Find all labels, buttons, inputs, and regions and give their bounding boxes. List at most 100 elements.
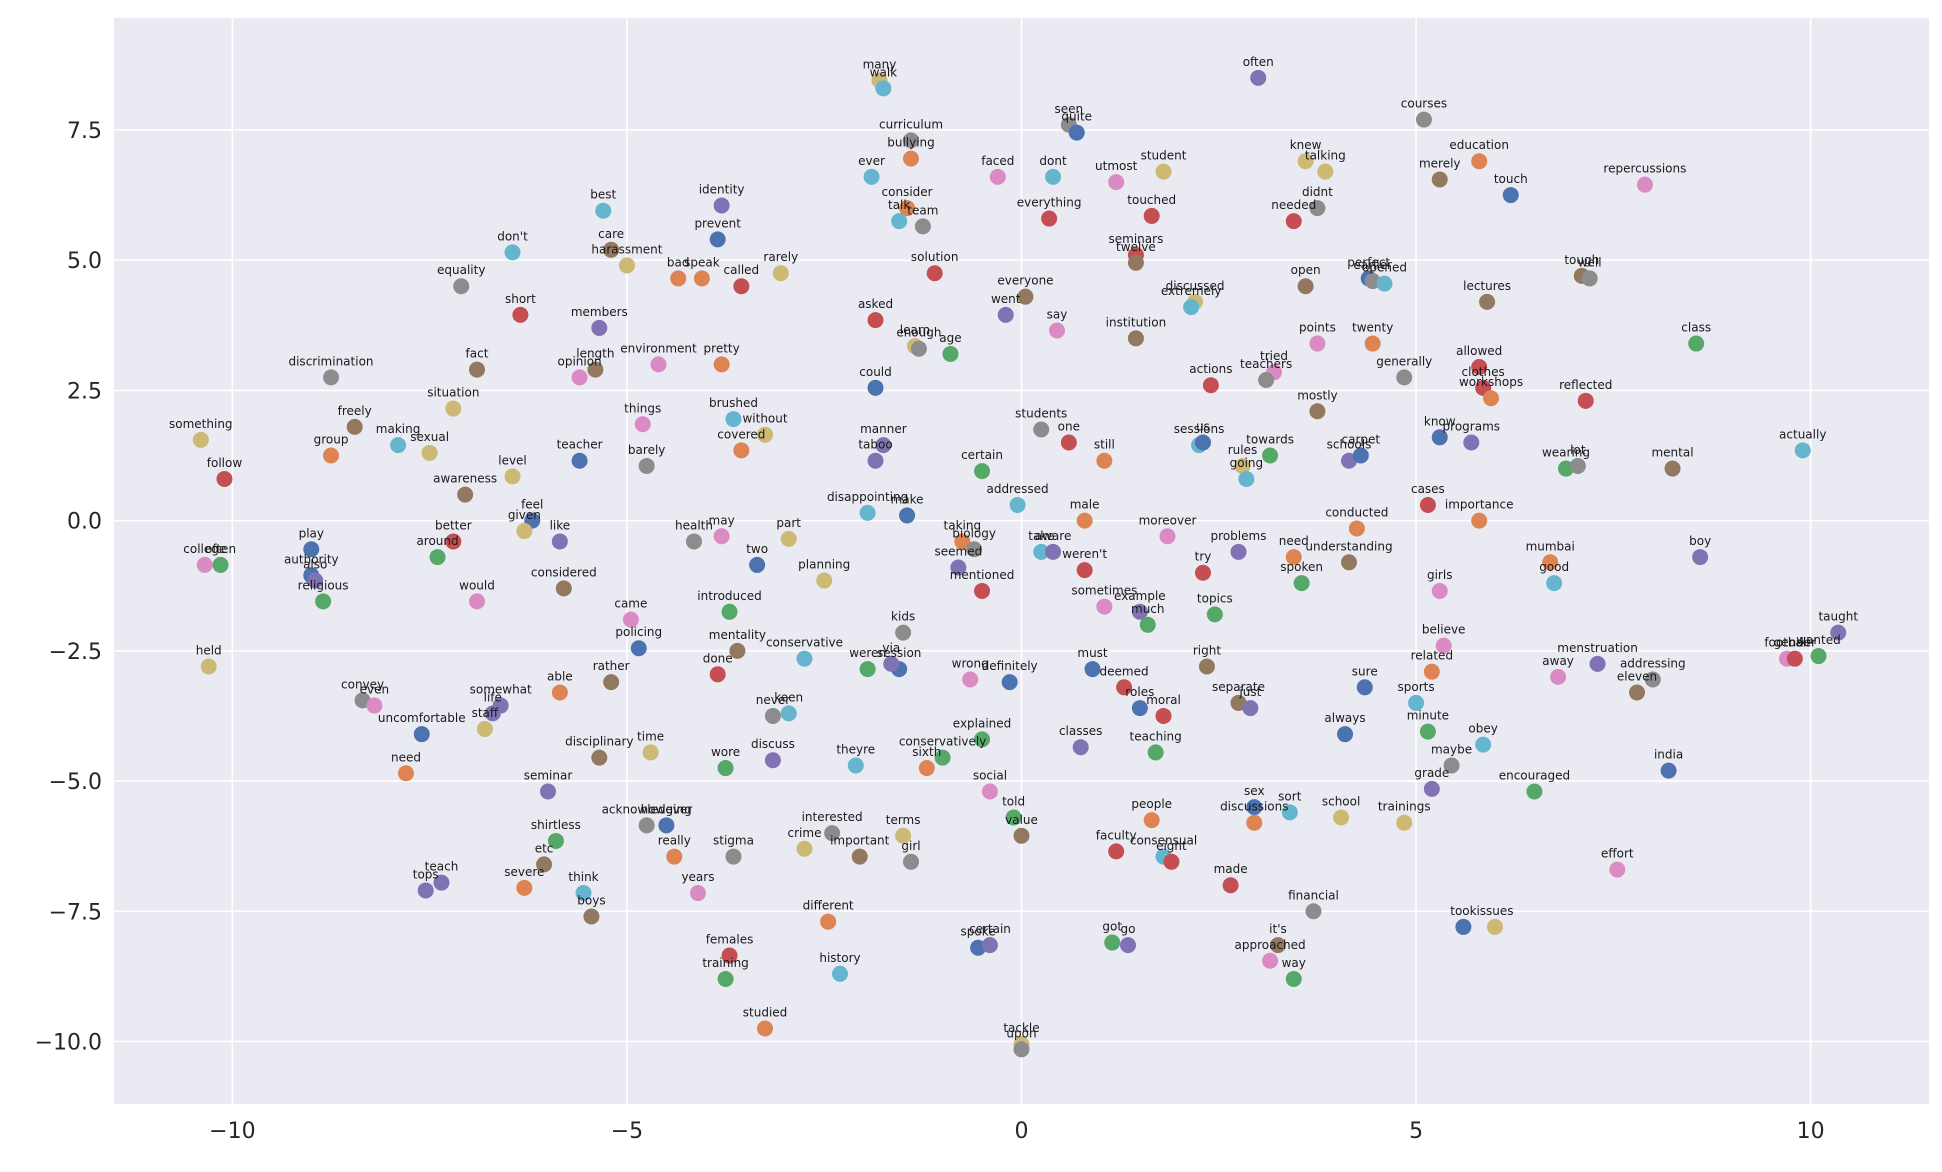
point-label: curriculum	[879, 117, 943, 131]
data-point	[1431, 582, 1448, 599]
point-label: theyre	[836, 742, 875, 756]
point-label: solution	[911, 250, 959, 264]
point-label: however	[641, 802, 693, 816]
data-point	[1333, 809, 1350, 826]
point-label: moreover	[1139, 513, 1197, 527]
data-point	[1443, 757, 1460, 774]
point-label: tough	[1564, 253, 1599, 267]
point-label: earlier	[1353, 258, 1392, 272]
data-point	[587, 361, 604, 378]
data-point	[796, 650, 813, 667]
data-point	[1309, 335, 1326, 352]
point-label: barely	[628, 443, 665, 457]
data-point	[212, 556, 229, 573]
data-point	[1419, 723, 1436, 740]
data-point	[1159, 528, 1176, 545]
point-label: learn	[900, 323, 930, 337]
point-label: always	[1324, 711, 1365, 725]
point-label: twenty	[1352, 321, 1393, 335]
data-point	[733, 278, 750, 295]
point-label: conservatively	[899, 735, 987, 749]
point-label: repercussions	[1603, 162, 1686, 176]
data-point	[366, 697, 383, 714]
point-label: minute	[1407, 709, 1449, 723]
data-point	[974, 731, 991, 748]
data-point	[1013, 827, 1030, 844]
point-label: deemed	[1100, 664, 1149, 678]
data-point	[1108, 843, 1125, 860]
point-label: addressed	[986, 482, 1048, 496]
point-label: level	[498, 453, 527, 467]
point-label: mental	[1651, 446, 1693, 460]
point-label: understanding	[1305, 539, 1392, 553]
data-point	[1143, 207, 1160, 224]
data-point	[1352, 447, 1369, 464]
data-point	[934, 749, 951, 766]
data-point	[757, 1020, 774, 1037]
data-point	[997, 306, 1014, 323]
point-label: faced	[981, 154, 1014, 168]
point-label: would	[459, 578, 495, 592]
point-label: school	[1322, 795, 1360, 809]
data-point	[1072, 739, 1089, 756]
data-point	[1348, 520, 1365, 537]
point-label: explained	[953, 716, 1012, 730]
point-label: awareness	[433, 472, 497, 486]
point-label: best	[590, 188, 616, 202]
point-label: schools	[1327, 438, 1372, 452]
data-point	[1076, 562, 1093, 579]
point-label: carpet	[1342, 433, 1381, 447]
point-label: touch	[1494, 172, 1528, 186]
point-label: just	[1238, 685, 1261, 699]
point-label: going	[1230, 456, 1264, 470]
point-label: reflected	[1559, 378, 1612, 392]
point-label: it's	[1269, 922, 1287, 936]
data-point	[603, 674, 620, 691]
point-label: workshops	[1459, 375, 1523, 389]
data-point	[903, 132, 920, 149]
data-point	[1636, 176, 1653, 193]
point-label: held	[196, 643, 222, 657]
data-point	[390, 437, 407, 454]
data-point	[1198, 658, 1215, 675]
data-point	[1546, 575, 1563, 592]
data-point	[824, 825, 841, 842]
point-label: important	[830, 834, 890, 848]
data-point	[1005, 809, 1022, 826]
data-point	[1463, 434, 1480, 451]
data-point	[413, 726, 430, 743]
point-label: care	[598, 227, 624, 241]
data-point	[445, 533, 462, 550]
data-point	[555, 580, 572, 597]
data-point	[457, 486, 474, 503]
point-label: girls	[1427, 568, 1452, 582]
point-label: sometimes	[1071, 584, 1137, 598]
point-label: crime	[788, 826, 822, 840]
point-label: identity	[699, 183, 745, 197]
data-point	[1147, 744, 1164, 761]
data-point	[686, 533, 703, 550]
data-point	[630, 640, 647, 657]
point-label: institution	[1106, 315, 1167, 329]
data-point	[1577, 392, 1594, 409]
point-label: utmost	[1095, 159, 1138, 173]
data-point	[1475, 736, 1492, 753]
data-point	[1317, 163, 1334, 180]
point-label: programs	[1443, 420, 1500, 434]
data-point	[1127, 254, 1144, 271]
data-point	[1305, 903, 1322, 920]
point-label: tried	[1260, 349, 1288, 363]
data-point	[989, 168, 1006, 185]
data-point	[323, 447, 340, 464]
point-label: health	[675, 518, 713, 532]
point-label: life	[484, 690, 502, 704]
point-label: points	[1299, 321, 1336, 335]
data-point	[1486, 918, 1503, 935]
data-point	[859, 661, 876, 678]
data-point	[796, 840, 813, 857]
data-point	[974, 463, 991, 480]
point-label: may	[709, 513, 735, 527]
point-label: aware	[1035, 529, 1072, 543]
point-label: believe	[1422, 623, 1466, 637]
data-point	[603, 241, 620, 258]
